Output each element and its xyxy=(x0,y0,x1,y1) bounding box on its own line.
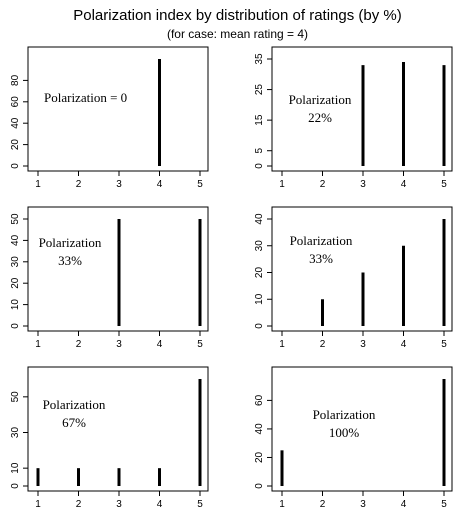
polarization-annotation: 33% xyxy=(309,251,333,266)
x-tick-label: 2 xyxy=(320,179,326,190)
x-tick-label: 3 xyxy=(360,339,366,350)
polarization-annotation: Polarization = 0 xyxy=(44,90,127,105)
y-tick-label: 40 xyxy=(254,213,265,225)
y-tick-label: 10 xyxy=(254,293,265,305)
x-tick-label: 3 xyxy=(360,499,366,510)
y-tick-label: 0 xyxy=(254,323,265,329)
y-tick-label: 30 xyxy=(254,240,265,252)
panel-2: 0 5 15 25 35 1 2 3 4 5 Polarization 22% xyxy=(254,46,453,190)
y-tick-label: 50 xyxy=(10,391,21,403)
x-tick-label: 3 xyxy=(360,179,366,190)
x-tick-label: 1 xyxy=(279,499,285,510)
x-tick-label: 4 xyxy=(401,179,407,190)
plot-frame xyxy=(27,366,209,492)
polarization-annotation: 100% xyxy=(329,425,360,440)
panel-6: 0 20 40 60 1 2 3 4 5 Polarization 100% xyxy=(254,366,453,510)
y-tick-label: 25 xyxy=(254,84,265,96)
x-tick-label: 4 xyxy=(157,179,163,190)
y-tick-label: 5 xyxy=(254,147,265,153)
plot-frame xyxy=(27,46,209,172)
x-tick-label: 4 xyxy=(157,339,163,350)
y-tick-label: 80 xyxy=(10,74,21,86)
polarization-annotation: 33% xyxy=(58,253,82,268)
polarization-annotation: 67% xyxy=(62,415,86,430)
y-tick-label: 0 xyxy=(254,163,265,169)
x-tick-label: 2 xyxy=(76,179,82,190)
x-tick-label: 1 xyxy=(279,339,285,350)
polarization-annotation: Polarization xyxy=(43,397,106,412)
y-tick-label: 30 xyxy=(10,256,21,268)
plot-frame xyxy=(271,46,453,172)
y-tick-label: 35 xyxy=(254,53,265,65)
panel-4: 0 10 20 30 40 1 2 3 4 5 Polarization 33% xyxy=(254,206,453,350)
y-tick-label: 20 xyxy=(254,451,265,463)
polarization-annotation: 22% xyxy=(308,110,332,125)
y-tick-label: 40 xyxy=(10,234,21,246)
y-tick-label: 20 xyxy=(10,139,21,151)
x-tick-label: 4 xyxy=(401,499,407,510)
x-tick-label: 5 xyxy=(197,179,203,190)
y-tick-label: 60 xyxy=(10,96,21,108)
y-tick-label: 15 xyxy=(254,114,265,126)
y-tick-label: 10 xyxy=(10,462,21,474)
y-tick-label: 40 xyxy=(10,117,21,129)
y-tick-label: 60 xyxy=(254,394,265,406)
x-tick-label: 2 xyxy=(76,499,82,510)
x-tick-label: 1 xyxy=(279,179,285,190)
chart-subtitle: (for case: mean rating = 4) xyxy=(166,27,309,41)
polarization-annotation: Polarization xyxy=(289,92,352,107)
x-tick-label: 5 xyxy=(441,339,447,350)
x-tick-label: 5 xyxy=(197,499,203,510)
x-tick-label: 3 xyxy=(116,499,122,510)
y-tick-label: 40 xyxy=(254,423,265,435)
chart-title: Polarization index by distribution of ra… xyxy=(73,7,402,24)
polarization-annotation: Polarization xyxy=(313,407,376,422)
y-tick-label: 50 xyxy=(10,213,21,225)
polarization-annotation: Polarization xyxy=(290,233,353,248)
x-tick-label: 3 xyxy=(116,179,122,190)
x-tick-label: 1 xyxy=(35,179,41,190)
y-tick-label: 20 xyxy=(10,277,21,289)
plot-frame xyxy=(27,206,209,332)
x-tick-label: 5 xyxy=(441,179,447,190)
plot-frame xyxy=(271,366,453,492)
y-tick-label: 0 xyxy=(10,323,21,329)
y-tick-label: 0 xyxy=(10,483,21,489)
x-tick-label: 1 xyxy=(35,499,41,510)
x-tick-label: 4 xyxy=(157,499,163,510)
y-tick-label: 10 xyxy=(10,299,21,311)
panel-1: 0 20 40 60 80 1 2 3 4 5 Polarization = 0 xyxy=(10,46,209,190)
y-tick-label: 0 xyxy=(254,483,265,489)
panel-5: 0 10 30 50 1 2 3 4 5 Polarization 67% xyxy=(10,366,209,510)
panel-3: 0 10 20 30 40 50 1 2 3 4 5 Polarization 33% xyxy=(10,206,209,350)
y-tick-label: 30 xyxy=(10,427,21,439)
x-tick-label: 2 xyxy=(76,339,82,350)
plot-frame xyxy=(271,206,453,332)
x-tick-label: 5 xyxy=(441,499,447,510)
y-tick-label: 20 xyxy=(254,267,265,279)
x-tick-label: 5 xyxy=(197,339,203,350)
x-tick-label: 2 xyxy=(320,339,326,350)
x-tick-label: 4 xyxy=(401,339,407,350)
x-tick-label: 3 xyxy=(116,339,122,350)
polarization-annotation: Polarization xyxy=(39,235,102,250)
x-tick-label: 2 xyxy=(320,499,326,510)
x-tick-label: 1 xyxy=(35,339,41,350)
y-tick-label: 0 xyxy=(10,163,21,169)
